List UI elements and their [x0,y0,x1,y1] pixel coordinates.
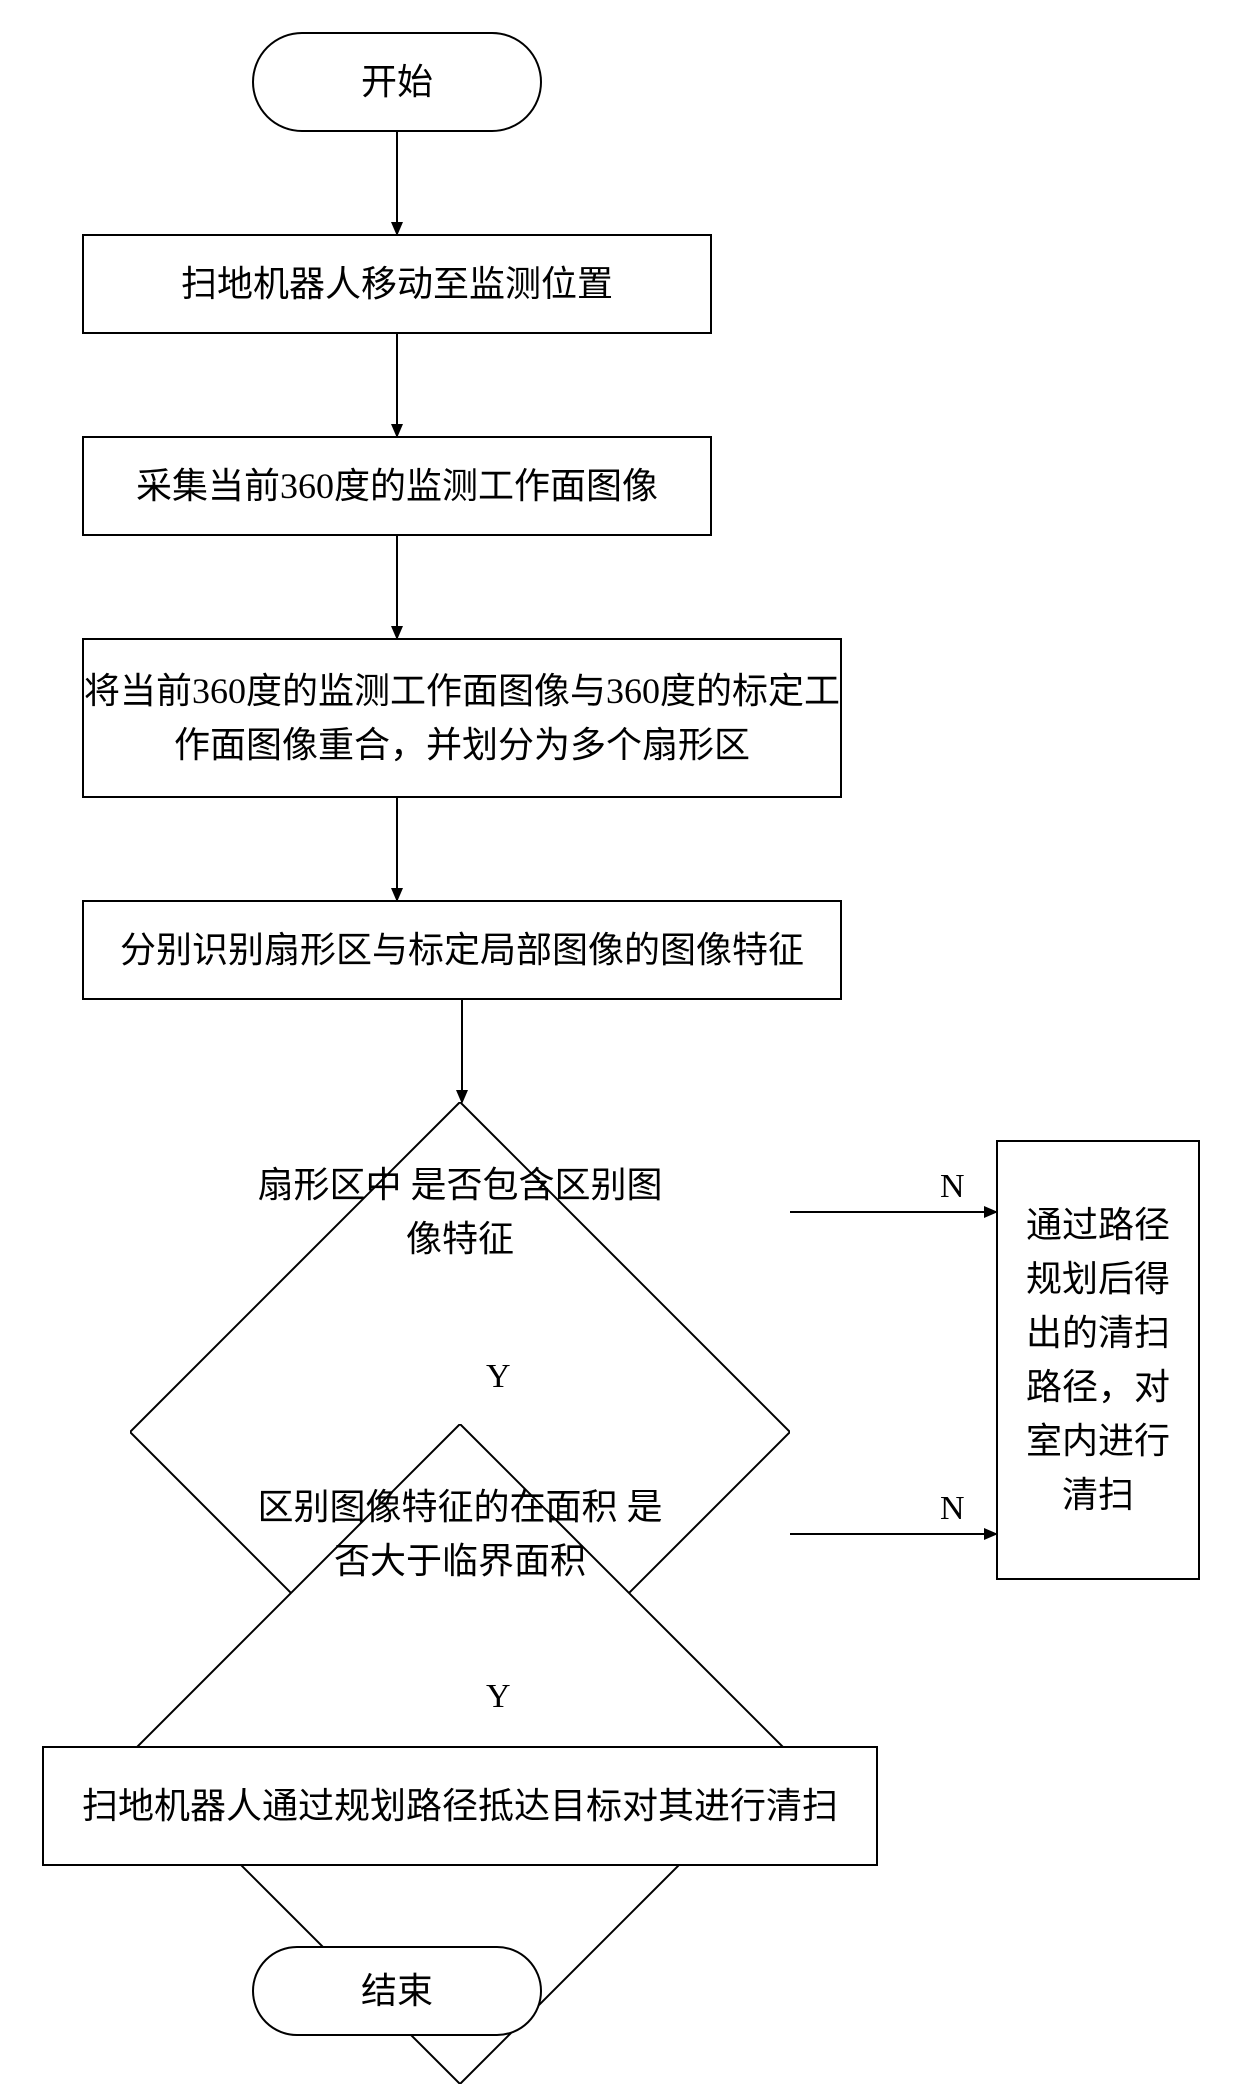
decision-contains-feature: 扇形区中 是否包含区别图像特征 [130,1102,790,1322]
terminal-end: 结束 [252,1946,542,2036]
node-label: 扇形区中 是否包含区别图像特征 [249,1158,671,1266]
node-label: 通过路径规划后得出的清扫路径，对室内进行清扫 [1012,1198,1184,1522]
node-label: 区别图像特征的在面积 是否大于临界面积 [249,1480,671,1588]
decision-area-greater: 区别图像特征的在面积 是否大于临界面积 [130,1424,790,1644]
edge-label: Y [486,1680,511,1714]
process-move-to-position: 扫地机器人移动至监测位置 [82,234,712,334]
process-capture-360-image: 采集当前360度的监测工作面图像 [82,436,712,536]
edge-label: N [940,1492,965,1526]
node-label: 采集当前360度的监测工作面图像 [136,459,658,513]
process-overlay-and-divide: 将当前360度的监测工作面图像与360度的标定工作面图像重合，并划分为多个扇形区 [82,638,842,798]
node-label: 开始 [361,55,433,109]
node-label: 分别识别扇形区与标定局部图像的图像特征 [120,923,804,977]
process-path-plan-clean: 通过路径规划后得出的清扫路径，对室内进行清扫 [996,1140,1200,1580]
process-reach-target-clean: 扫地机器人通过规划路径抵达目标对其进行清扫 [42,1746,878,1866]
node-label: 将当前360度的监测工作面图像与360度的标定工作面图像重合，并划分为多个扇形区 [84,664,840,772]
process-identify-features: 分别识别扇形区与标定局部图像的图像特征 [82,900,842,1000]
node-label: 结束 [361,1964,433,2018]
edge-label: Y [486,1360,511,1394]
flowchart-canvas: 开始 扫地机器人移动至监测位置 采集当前360度的监测工作面图像 将当前360度… [0,0,1240,2054]
node-label: 扫地机器人通过规划路径抵达目标对其进行清扫 [82,1779,838,1833]
terminal-start: 开始 [252,32,542,132]
edge-label: N [940,1170,965,1204]
node-label: 扫地机器人移动至监测位置 [181,257,613,311]
